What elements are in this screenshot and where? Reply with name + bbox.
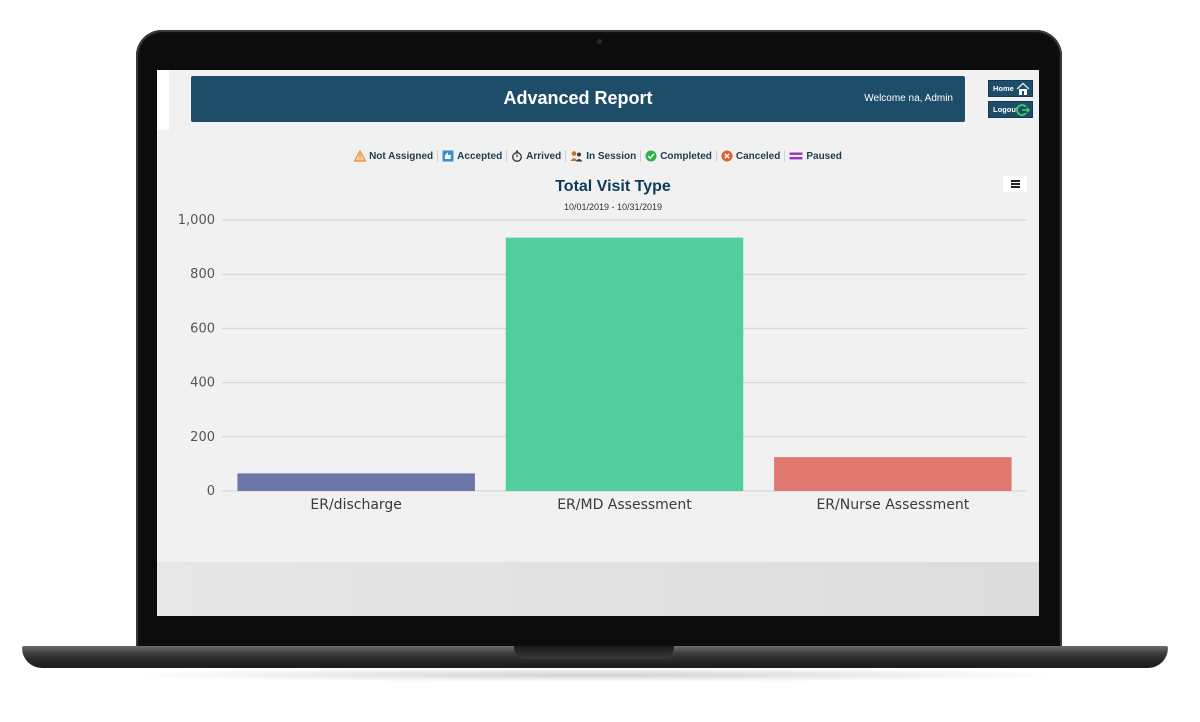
- chart-subtitle: 10/01/2019 - 10/31/2019: [563, 202, 663, 212]
- legend-divider: [437, 150, 439, 162]
- status-legend: Not Assigned Accepted Arrived: [157, 148, 1039, 164]
- logout-label: Logout: [993, 105, 1019, 114]
- thumbs-up-icon: [442, 150, 454, 162]
- laptop-notch: [514, 646, 674, 659]
- page-title: Advanced Report: [503, 88, 653, 108]
- warning-icon: [354, 150, 367, 162]
- chart-title: Total Visit Type: [555, 178, 671, 195]
- y-tick-label: 600: [190, 321, 215, 336]
- laptop-shadow: [120, 668, 1070, 682]
- home-icon: [1016, 82, 1030, 95]
- legend-label: Accepted: [457, 150, 503, 162]
- users-icon: [570, 151, 583, 162]
- stopwatch-icon: [512, 150, 523, 162]
- legend-arrived[interactable]: Arrived: [511, 150, 561, 162]
- bar-chart: 0 200 400 600 800 1,000 ER/discharge ER/MD Asse…: [178, 213, 1027, 513]
- legend-divider: [640, 150, 642, 162]
- hamburger-icon-line: [1011, 186, 1020, 188]
- bar[interactable]: [505, 237, 744, 491]
- legend-divider: [565, 150, 567, 162]
- legend-label: Arrived: [526, 150, 562, 162]
- hamburger-icon-line: [1011, 180, 1020, 182]
- legend-label: In Session: [586, 150, 637, 162]
- legend-accepted[interactable]: Accepted: [442, 150, 502, 162]
- laptop-base: [22, 646, 1168, 668]
- home-label: Home: [993, 84, 1014, 93]
- legend-in-session[interactable]: In Session: [570, 150, 636, 162]
- screen-footer: [157, 562, 1039, 616]
- screen: Advanced Report Welcome na, Admin Home L…: [157, 70, 1039, 616]
- logout-button[interactable]: Logout: [988, 101, 1033, 118]
- left-strip: [157, 70, 169, 130]
- report-header: Advanced Report Welcome na, Admin: [191, 76, 965, 122]
- legend-label: Canceled: [735, 150, 781, 162]
- legend-label: Paused: [806, 150, 842, 162]
- y-tick-label: 800: [190, 267, 215, 282]
- home-button[interactable]: Home: [988, 80, 1033, 97]
- bar[interactable]: [237, 473, 475, 491]
- chart-menu-button[interactable]: [1003, 176, 1027, 192]
- hamburger-icon-line: [1011, 183, 1020, 185]
- legend-paused[interactable]: Paused: [789, 150, 842, 162]
- camera: [597, 39, 602, 44]
- x-tick-label: ER/MD Assessment: [557, 497, 692, 513]
- legend-divider: [506, 150, 508, 162]
- y-tick-label: 1,000: [178, 213, 215, 228]
- legend-label: Not Assigned: [369, 150, 434, 162]
- legend-divider: [784, 150, 786, 162]
- legend-completed[interactable]: Completed: [645, 150, 712, 162]
- legend-label: Completed: [660, 150, 712, 162]
- y-tick-label: 200: [190, 430, 215, 445]
- x-tick-label: ER/discharge: [310, 497, 402, 513]
- welcome-text: Welcome na, Admin: [864, 93, 953, 104]
- y-tick-label: 400: [190, 376, 215, 391]
- check-circle-icon: [645, 150, 657, 162]
- y-tick-label: 0: [207, 484, 215, 499]
- legend-not-assigned[interactable]: Not Assigned: [354, 150, 433, 162]
- legend-canceled[interactable]: Canceled: [721, 150, 780, 162]
- x-circle-icon: [721, 150, 733, 162]
- legend-divider: [715, 150, 717, 162]
- logout-icon: [1016, 104, 1030, 116]
- x-tick-label: ER/Nurse Assessment: [816, 497, 969, 513]
- pause-icon: [789, 152, 803, 160]
- bar[interactable]: [774, 457, 1012, 491]
